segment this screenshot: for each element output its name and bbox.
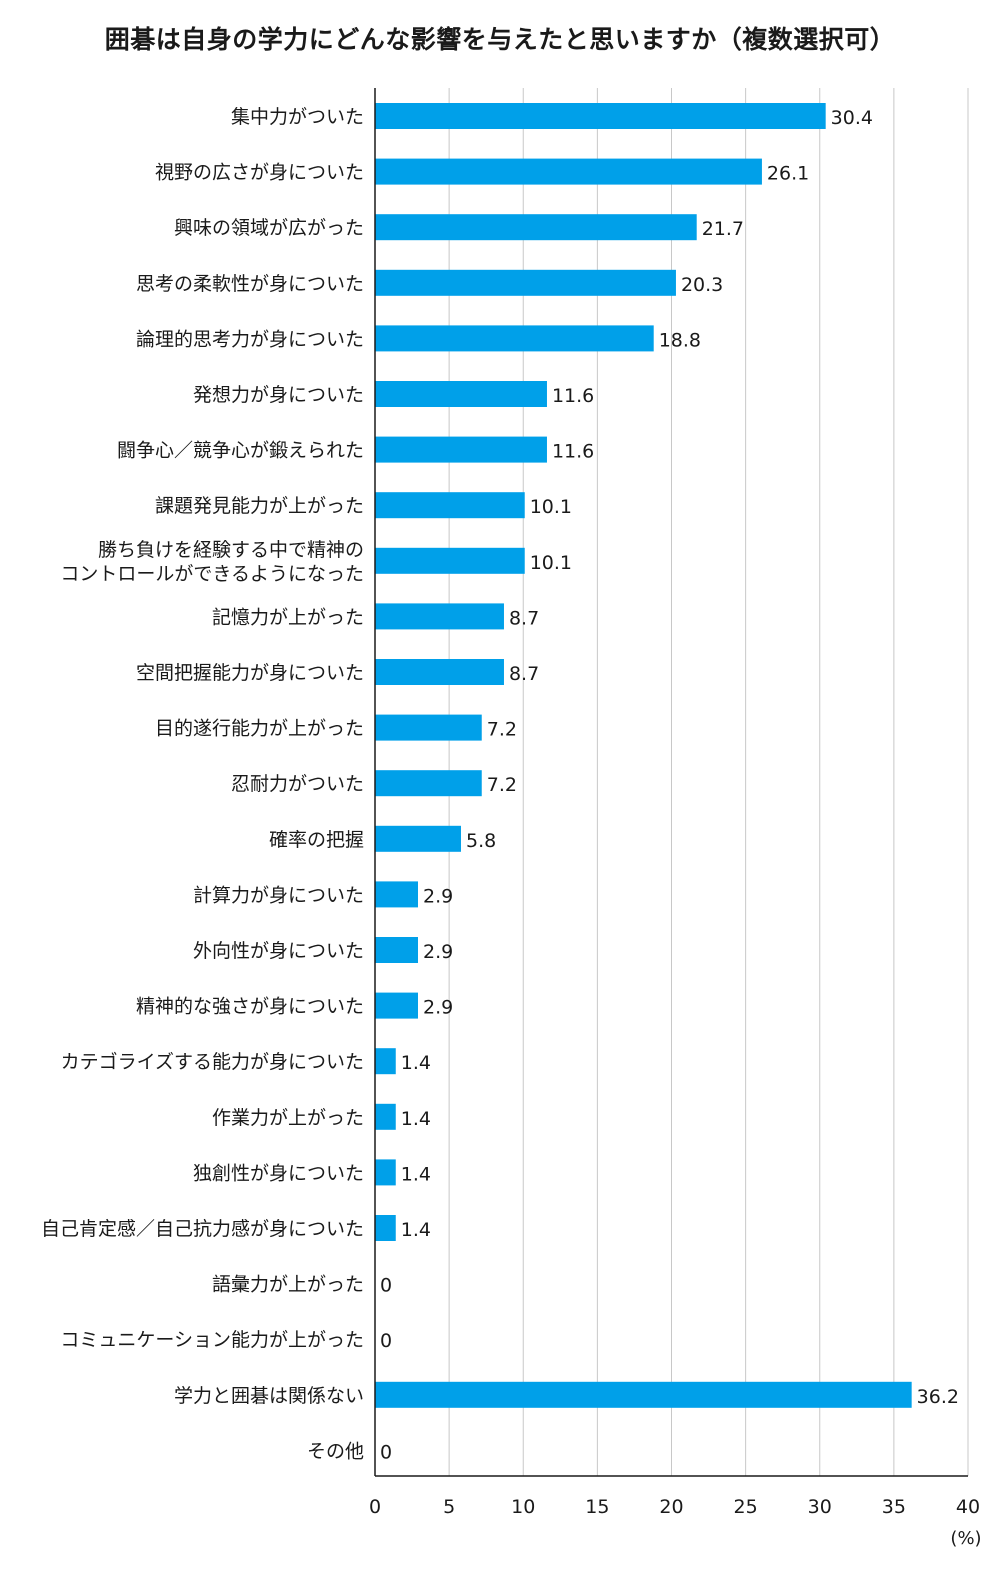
x-unit-label: (%) xyxy=(950,1528,981,1549)
bar xyxy=(375,603,504,630)
bar xyxy=(375,269,676,296)
category-label: 自己肯定感／自己抗力感が身についた xyxy=(41,1218,364,1240)
bar xyxy=(375,659,504,685)
value-label: 26.1 xyxy=(767,163,809,185)
x-tick-label: 5 xyxy=(443,1496,455,1518)
bar xyxy=(375,325,654,352)
bar xyxy=(375,1103,396,1130)
bar xyxy=(375,492,525,519)
category-label: コミュニケーション能力が上がった xyxy=(60,1329,364,1351)
value-label: 5.8 xyxy=(466,830,496,852)
category-label: 集中力がついた xyxy=(231,106,364,128)
value-label: 2.9 xyxy=(423,997,453,1019)
bars xyxy=(375,103,912,1408)
value-label: 2.9 xyxy=(423,941,453,963)
bar xyxy=(375,881,418,908)
bar xyxy=(375,381,547,407)
bar xyxy=(375,1381,912,1408)
bar xyxy=(375,714,482,741)
category-label: 思考の柔軟性が身についた xyxy=(136,273,364,295)
x-tick-label: 25 xyxy=(734,1496,758,1518)
bar xyxy=(375,103,826,129)
category-label: 勝ち負けを経験する中で精神の xyxy=(98,539,364,561)
value-label: 0 xyxy=(380,1330,392,1352)
category-label: 精神的な強さが身についた xyxy=(136,996,364,1018)
category-label: カテゴライズする能力が身についた xyxy=(61,1051,364,1073)
chart-title: 囲碁は自身の学力にどんな影響を与えたと思いますか（複数選択可） xyxy=(104,25,896,54)
value-label: 11.6 xyxy=(552,385,594,407)
value-label: 0 xyxy=(380,1275,392,1297)
value-label: 36.2 xyxy=(917,1386,959,1408)
value-label: 7.2 xyxy=(487,774,517,796)
grid-lines xyxy=(448,88,969,1476)
value-label: 8.7 xyxy=(509,663,539,685)
category-label: 発想力が身についた xyxy=(193,384,364,406)
category-label: 興味の領域が広がった xyxy=(174,217,364,239)
x-tick-label: 15 xyxy=(585,1496,609,1518)
category-label: 闘争心／競争心が鍛えられた xyxy=(117,440,364,462)
bar xyxy=(375,1159,396,1186)
bar xyxy=(375,825,461,852)
bar xyxy=(375,158,762,185)
value-label: 2.9 xyxy=(423,885,453,907)
value-label: 1.4 xyxy=(401,1219,431,1241)
value-label: 1.4 xyxy=(401,1163,431,1185)
category-label: コントロールができるようになった xyxy=(60,563,364,585)
category-label: 目的遂行能力が上がった xyxy=(155,718,364,740)
x-tick-label: 35 xyxy=(882,1496,906,1518)
value-label: 0 xyxy=(380,1441,392,1463)
value-label: 11.6 xyxy=(552,441,594,463)
x-tick-label: 30 xyxy=(808,1496,832,1518)
bar xyxy=(375,214,697,241)
value-label: 10.1 xyxy=(530,552,572,574)
value-label: 8.7 xyxy=(509,607,539,629)
bar xyxy=(375,770,482,797)
axes xyxy=(374,88,968,1477)
category-label: 空間把握能力が身についた xyxy=(136,662,364,684)
bar xyxy=(375,436,547,463)
value-label: 1.4 xyxy=(401,1052,431,1074)
bar xyxy=(375,547,525,574)
value-label: 30.4 xyxy=(831,107,873,129)
x-tick-label: 20 xyxy=(659,1496,683,1518)
labels: 0 5 10 15 20 25 30 35 40 (%) 集中力がついた 30.4 視野の広さが身につい… xyxy=(41,106,982,1549)
category-label: 論理的思考力が身についた xyxy=(136,328,364,350)
category-label: 計算力が身についた xyxy=(193,884,364,906)
value-label: 21.7 xyxy=(702,218,744,240)
category-label: 確率の把握 xyxy=(269,829,364,851)
category-label: 外向性が身についた xyxy=(193,940,364,962)
value-label: 7.2 xyxy=(487,719,517,741)
category-label: 記憶力が上がった xyxy=(212,606,364,628)
value-label: 1.4 xyxy=(401,1108,431,1130)
x-tick-label: 40 xyxy=(956,1496,980,1518)
value-label: 20.3 xyxy=(681,274,723,296)
category-label: 視野の広さが身についた xyxy=(155,162,364,184)
bar xyxy=(375,992,418,1019)
category-label: 忍耐力がついた xyxy=(231,773,364,795)
category-label: 独創性が身についた xyxy=(193,1162,364,1184)
bar xyxy=(375,937,418,963)
category-label: 作業力が上がった xyxy=(212,1107,364,1129)
category-label: 学力と囲碁は関係ない xyxy=(174,1385,364,1407)
category-label: 語彙力が上がった xyxy=(212,1274,364,1296)
value-label: 10.1 xyxy=(530,496,572,518)
bar xyxy=(375,1215,396,1241)
bar xyxy=(375,1048,396,1075)
x-tick-label: 10 xyxy=(511,1496,535,1518)
x-tick-label: 0 xyxy=(369,1496,381,1518)
value-label: 18.8 xyxy=(659,329,701,351)
category-label: 課題発見能力が上がった xyxy=(155,495,364,517)
category-label: その他 xyxy=(307,1440,364,1462)
